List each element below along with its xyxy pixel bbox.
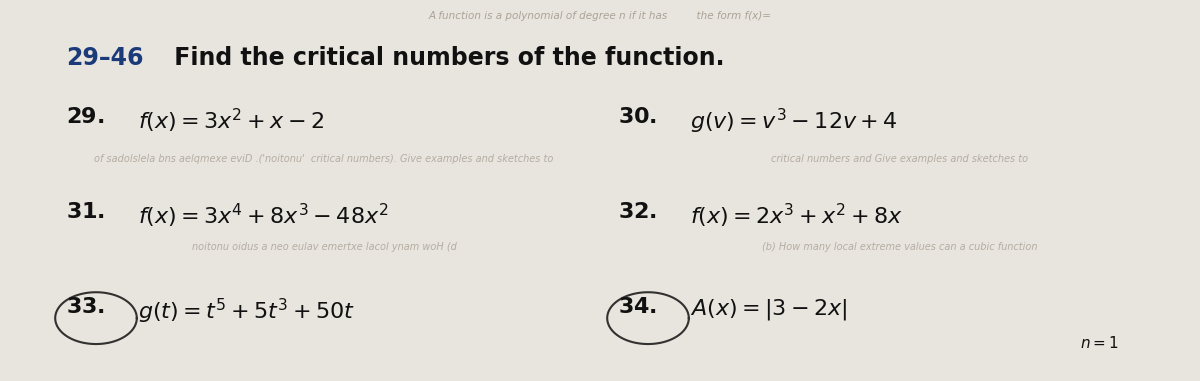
Text: $f(x) = 3x^2 + x - 2$: $f(x) = 3x^2 + x - 2$ [138, 107, 324, 135]
Text: $g(t) = t^5 + 5t^3 + 50t$: $g(t) = t^5 + 5t^3 + 50t$ [138, 297, 355, 327]
Text: $\bf{34.\,}$: $\bf{34.\,}$ [618, 297, 658, 317]
Text: (b) How many local extreme values can a cubic function: (b) How many local extreme values can a … [762, 242, 1038, 252]
Text: $f(x) = 2x^3 + x^2 + 8x$: $f(x) = 2x^3 + x^2 + 8x$ [690, 202, 904, 230]
Text: critical numbers and Give examples and sketches to: critical numbers and Give examples and s… [772, 154, 1028, 164]
Text: $\bf{30.\,}$: $\bf{30.\,}$ [618, 107, 658, 126]
Text: Find the critical numbers of the function.: Find the critical numbers of the functio… [166, 46, 724, 70]
Text: $\bf{32.\,}$: $\bf{32.\,}$ [618, 202, 658, 222]
Text: $\bf{33.\,}$: $\bf{33.\,}$ [66, 297, 106, 317]
Text: 29–46: 29–46 [66, 46, 144, 70]
Text: noitonu oidus a neo eulav emertxe lacol ynam woH (d: noitonu oidus a neo eulav emertxe lacol … [192, 242, 456, 252]
Text: $\bf{31.\,}$: $\bf{31.\,}$ [66, 202, 106, 222]
Text: A function is a polynomial of degree n if it has         the form f(x)=: A function is a polynomial of degree n i… [428, 11, 772, 21]
Text: $\bf{29.\,}$: $\bf{29.\,}$ [66, 107, 104, 126]
Text: $A(x) = |3 - 2x|$: $A(x) = |3 - 2x|$ [690, 297, 847, 322]
Text: $g(v) = v^3 - 12v + 4$: $g(v) = v^3 - 12v + 4$ [690, 107, 898, 136]
Text: $f(x) = 3x^4 + 8x^3 - 48x^2$: $f(x) = 3x^4 + 8x^3 - 48x^2$ [138, 202, 389, 230]
Text: of sadolslela bns aelqmexe eviD .('noitonu'  critical numbers). Give examples an: of sadolslela bns aelqmexe eviD .('noito… [95, 154, 553, 164]
Text: $n = 1$: $n = 1$ [1080, 335, 1118, 351]
